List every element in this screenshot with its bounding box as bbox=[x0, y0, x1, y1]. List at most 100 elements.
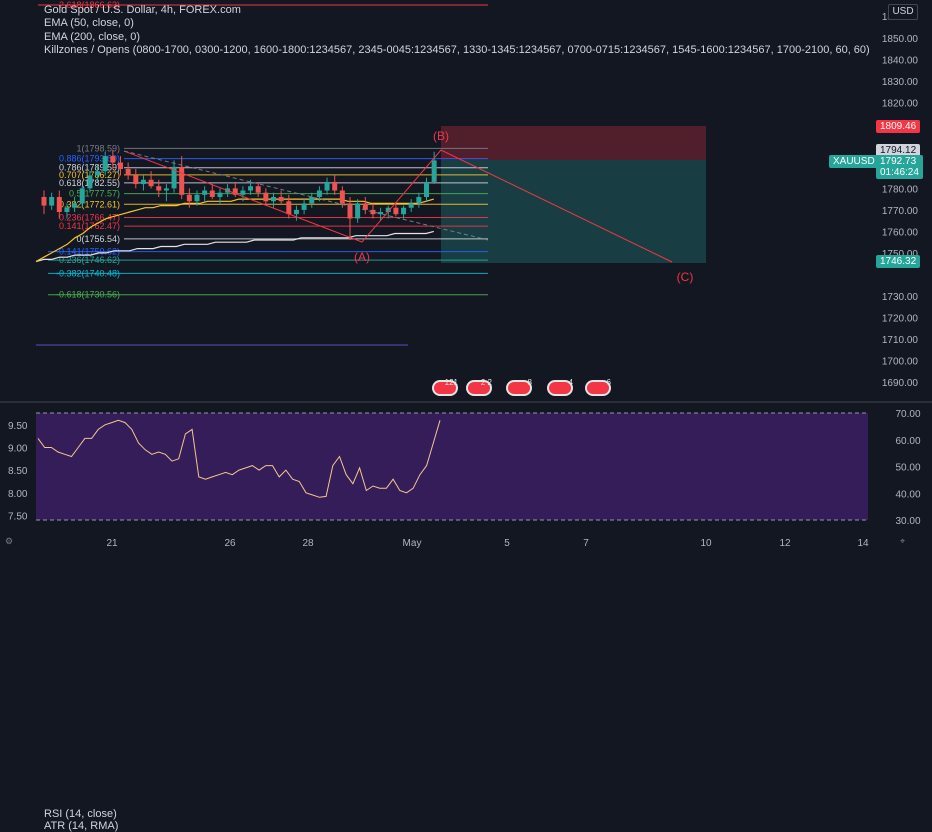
candle-body bbox=[156, 186, 161, 190]
candle-body bbox=[432, 160, 437, 182]
candle-body bbox=[49, 197, 54, 206]
time-axis-label: 5 bbox=[504, 538, 510, 549]
candle-body bbox=[64, 208, 69, 212]
fib-label: 0.141(1762.47) bbox=[59, 221, 120, 231]
candle-body bbox=[286, 201, 291, 214]
last-price: 1792.73 bbox=[880, 156, 919, 167]
candle-body bbox=[279, 197, 284, 201]
candle-body bbox=[149, 180, 154, 186]
candle-body bbox=[217, 193, 222, 197]
time-axis-label: 26 bbox=[224, 538, 236, 549]
indicator-canvas[interactable]: 70.0060.0050.0040.0030.009.509.008.508.0… bbox=[0, 403, 932, 534]
candle-body bbox=[202, 191, 207, 195]
candle-body bbox=[409, 203, 414, 207]
time-axis-label: 28 bbox=[302, 538, 314, 549]
candle-body bbox=[133, 175, 138, 184]
price-tag-target-high: 1809.46 bbox=[876, 120, 920, 133]
candle-body bbox=[271, 197, 276, 201]
price-axis-label: 1820.00 bbox=[882, 98, 919, 109]
event-flag[interactable]: 4 bbox=[547, 380, 573, 396]
price-axis-label: 1700.00 bbox=[882, 356, 919, 367]
candle-body bbox=[164, 188, 169, 190]
time-axis-label: 12 bbox=[779, 538, 791, 549]
atr-axis-label: 9.00 bbox=[8, 443, 28, 454]
rsi-axis-label: 70.00 bbox=[895, 409, 920, 420]
price-axis-label: 1830.00 bbox=[882, 77, 919, 88]
candle-body bbox=[240, 191, 245, 195]
event-flag[interactable]: 6 bbox=[585, 380, 611, 396]
candle-body bbox=[393, 208, 398, 214]
candle-body bbox=[416, 197, 421, 203]
candle-body bbox=[95, 171, 100, 175]
candle-body bbox=[141, 180, 146, 184]
price-tag-target-low: 1746.32 bbox=[876, 255, 920, 268]
candle-body bbox=[256, 186, 261, 192]
price-axis-label: 1770.00 bbox=[882, 206, 919, 217]
event-flag-count: 8 bbox=[528, 377, 532, 389]
price-axis-label: 1760.00 bbox=[882, 227, 919, 238]
rsi-axis-label: 40.00 bbox=[895, 489, 920, 500]
atr-axis-label: 9.50 bbox=[8, 421, 28, 432]
symbol-tag: XAUUSD bbox=[829, 155, 879, 168]
fib-label: 0.5(1777.57) bbox=[69, 189, 120, 199]
rsi-axis-label: 60.00 bbox=[895, 436, 920, 447]
candle-body bbox=[332, 182, 337, 191]
event-flag-count: 6 bbox=[607, 377, 611, 389]
event-flag[interactable]: 121 bbox=[432, 380, 458, 396]
time-axis-label: 7 bbox=[583, 538, 589, 549]
candle-body bbox=[263, 193, 268, 202]
candle-body bbox=[42, 197, 47, 206]
candle-body bbox=[325, 182, 330, 191]
candle-body bbox=[294, 210, 299, 214]
event-flag-count: 121 bbox=[445, 377, 458, 389]
candle-body bbox=[187, 195, 192, 201]
ema200-legend[interactable]: EMA (200, close, 0) bbox=[44, 31, 870, 44]
event-flag[interactable]: 2 2 bbox=[466, 380, 492, 396]
candle-body bbox=[317, 191, 322, 197]
atr-legend[interactable]: ATR (14, RMA) bbox=[44, 821, 118, 832]
candle-body bbox=[355, 203, 360, 218]
event-flag[interactable]: 8 bbox=[506, 380, 532, 396]
ema50-legend[interactable]: EMA (50, close, 0) bbox=[44, 17, 870, 30]
price-axis-label: 1840.00 bbox=[882, 55, 919, 66]
candle-body bbox=[103, 156, 108, 171]
candle-body bbox=[309, 197, 314, 203]
price-axis-label: 1730.00 bbox=[882, 292, 919, 303]
candle-body bbox=[302, 203, 307, 209]
rsi-axis-label: 30.00 bbox=[895, 516, 920, 527]
time-axis-label: 10 bbox=[700, 538, 712, 549]
gear-icon[interactable]: ⚙ bbox=[5, 536, 13, 547]
candle-body bbox=[110, 156, 115, 162]
candle-body bbox=[363, 203, 368, 209]
candle-body bbox=[87, 175, 92, 188]
rsi-axis-label: 50.00 bbox=[895, 463, 920, 474]
last-price-tag: 1792.73 01:46:24 bbox=[876, 155, 923, 179]
symbol-title[interactable]: Gold Spot / U.S. Dollar, 4h, FOREX.com bbox=[44, 4, 870, 17]
candle-body bbox=[401, 208, 406, 214]
candle-body bbox=[57, 197, 62, 212]
chart-legend: Gold Spot / U.S. Dollar, 4h, FOREX.com E… bbox=[44, 4, 870, 58]
candle-body bbox=[348, 203, 353, 218]
rsi-legend[interactable]: RSI (14, close) bbox=[44, 809, 118, 821]
candle-body bbox=[195, 195, 200, 201]
killzones-legend[interactable]: Killzones / Opens (0800-1700, 0300-1200,… bbox=[44, 44, 870, 57]
price-axis-label: 1850.00 bbox=[882, 34, 919, 45]
fib-label: 1(1798.59) bbox=[76, 143, 120, 153]
fib-label: -0.382(1740.48) bbox=[56, 268, 120, 278]
fib-label: -0.618(1730.56) bbox=[56, 290, 120, 300]
price-chart-pane[interactable]: 2.618(1866.63)1(1798.59)0.886(1793.80)0.… bbox=[0, 0, 932, 402]
price-axis-label: 1710.00 bbox=[882, 335, 919, 346]
zoom-icon[interactable]: ⌖ bbox=[900, 536, 905, 547]
currency-button[interactable]: USD bbox=[888, 4, 918, 20]
atr-axis-label: 7.50 bbox=[8, 511, 28, 522]
price-axis-label: 1720.00 bbox=[882, 313, 919, 324]
target-low-zone bbox=[441, 160, 706, 263]
indicator-legend: RSI (14, close) ATR (14, RMA) bbox=[44, 809, 118, 832]
candle-body bbox=[424, 182, 429, 197]
price-chart-canvas[interactable]: 2.618(1866.63)1(1798.59)0.886(1793.80)0.… bbox=[0, 0, 932, 402]
price-axis-label: 1690.00 bbox=[882, 378, 919, 389]
wave-label-c: (C) bbox=[677, 270, 694, 284]
